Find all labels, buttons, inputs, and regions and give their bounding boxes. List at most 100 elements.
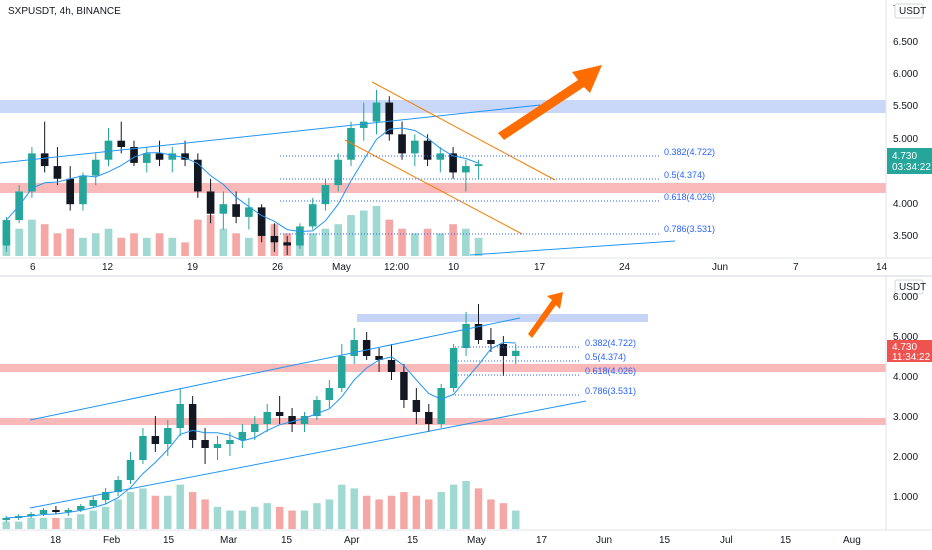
candle-body bbox=[219, 204, 228, 214]
y-tick-bottom-5000: 5.000 bbox=[893, 332, 918, 343]
currency-badge-top[interactable] bbox=[894, 3, 924, 19]
chart-title: SXPUSDT, 4h, BINANCE bbox=[8, 6, 121, 17]
candle-body bbox=[334, 159, 343, 186]
x-tick-bottom-6: 15 bbox=[407, 535, 419, 546]
volume-bar bbox=[219, 228, 228, 256]
volume-bar bbox=[226, 510, 234, 529]
volume-bar bbox=[400, 492, 408, 529]
y-tick-top-5500: 5.500 bbox=[893, 101, 918, 112]
volume-bar bbox=[39, 517, 48, 529]
candle-body bbox=[39, 510, 48, 514]
top-pane[interactable]: SXPUSDT, 4h, BINANCE 0.382(4.722) 0.5(4.… bbox=[0, 0, 932, 273]
candle-body bbox=[437, 388, 445, 424]
candle-body bbox=[283, 242, 291, 246]
x-tick-top-2: 19 bbox=[187, 262, 199, 273]
volume-bar bbox=[347, 215, 355, 256]
candle-body bbox=[91, 159, 100, 176]
volume-bar bbox=[474, 488, 483, 529]
volume-bars-bottom bbox=[2, 481, 520, 529]
x-tick-top-4: May bbox=[332, 262, 351, 273]
candle-body bbox=[325, 388, 334, 400]
lower-trendline-top bbox=[469, 240, 676, 256]
x-tick-bottom-11: Jul bbox=[720, 535, 733, 546]
volume-bar bbox=[238, 510, 247, 529]
candle-body bbox=[40, 153, 49, 167]
volume-bar bbox=[462, 228, 470, 256]
y-tick-bottom-1000: 1.000 bbox=[893, 492, 918, 503]
volume-bars-top bbox=[2, 206, 483, 256]
time-axis-bottom[interactable]: 18 Feb 15 Mar 15 Apr 15 May 17 Jun 15 Ju… bbox=[0, 529, 932, 546]
fib-label-0618-bottom: 0.618(4.026) bbox=[585, 366, 636, 376]
volume-bar bbox=[437, 492, 445, 529]
volume-bar bbox=[359, 210, 368, 256]
volume-bar bbox=[151, 495, 160, 529]
volume-bar bbox=[257, 228, 266, 256]
volume-bar bbox=[436, 233, 445, 256]
volume-bar bbox=[425, 499, 433, 529]
volume-bar bbox=[77, 514, 85, 529]
candle-body bbox=[213, 444, 222, 448]
x-tick-bottom-2: 15 bbox=[163, 535, 175, 546]
bottom-pane[interactable]: 0.382(4.722) 0.5(4.374) 0.618(4.026) 0.7… bbox=[0, 276, 932, 546]
candle-body bbox=[2, 220, 11, 246]
volume-bar bbox=[398, 228, 406, 256]
candles-top bbox=[2, 89, 483, 255]
candle-body bbox=[181, 153, 189, 160]
volume-bar bbox=[66, 228, 75, 256]
candle-body bbox=[372, 102, 381, 122]
candle-body bbox=[257, 207, 266, 236]
price-axis-top[interactable]: 7 USDT 6.500 6.000 5.500 5.000 4.000 3.5… bbox=[885, 0, 932, 258]
volume-bar bbox=[350, 488, 358, 529]
volume-bar bbox=[188, 492, 197, 529]
candle-body bbox=[126, 460, 135, 480]
fib-label-0786-top: 0.786(3.531) bbox=[664, 224, 715, 234]
support-zone-bottom-1 bbox=[0, 364, 886, 372]
currency-badge-bottom[interactable] bbox=[894, 279, 924, 295]
resistance-zone-top bbox=[0, 100, 886, 113]
volume-bar bbox=[40, 224, 49, 256]
candle-body bbox=[487, 340, 495, 344]
x-tick-top-7: 17 bbox=[534, 262, 546, 273]
candle-body bbox=[27, 514, 35, 516]
candle-body bbox=[425, 412, 433, 424]
volume-bar bbox=[308, 233, 317, 256]
candle-body bbox=[2, 518, 10, 520]
candle-body bbox=[462, 166, 470, 173]
candle-body bbox=[168, 153, 177, 160]
last-price-badge-top bbox=[887, 148, 932, 174]
countdown-bottom: 11:34:22 bbox=[892, 352, 931, 363]
upper-trendline-bottom bbox=[29, 317, 521, 421]
x-tick-bottom-7: May bbox=[467, 535, 486, 546]
price-axis-bottom[interactable]: USDT 6.000 5.000 4.000 3.000 2.000 1.000… bbox=[885, 276, 932, 530]
volume-bar bbox=[387, 495, 396, 529]
volume-bar bbox=[14, 521, 23, 529]
volume-bar bbox=[15, 228, 23, 256]
x-tick-bottom-9: Jun bbox=[596, 535, 612, 546]
candle-body bbox=[423, 140, 432, 160]
candle-body bbox=[347, 127, 355, 160]
volume-bar bbox=[28, 219, 36, 256]
volume-bar bbox=[512, 510, 520, 529]
candle-body bbox=[400, 372, 408, 400]
volume-bar bbox=[139, 488, 147, 529]
candle-body bbox=[245, 207, 253, 217]
candle-body bbox=[89, 500, 97, 506]
candle-body bbox=[176, 404, 184, 428]
candle-body bbox=[117, 140, 126, 148]
last-price-badge-bottom bbox=[887, 340, 932, 362]
candle-body bbox=[313, 400, 321, 416]
candle-body bbox=[288, 416, 296, 424]
time-axis-top[interactable]: 6 12 19 26 May 12:00 10 17 24 Jun 7 14 bbox=[0, 257, 932, 273]
volume-bar bbox=[194, 219, 202, 256]
volume-bar bbox=[89, 510, 97, 529]
y-tick-bottom-4000: 4.000 bbox=[893, 372, 918, 383]
candle-body bbox=[263, 412, 271, 424]
volume-bar bbox=[155, 233, 164, 256]
volume-bar bbox=[362, 495, 371, 529]
volume-bar bbox=[487, 499, 495, 529]
volume-bar bbox=[412, 495, 421, 529]
candle-body bbox=[398, 134, 406, 154]
volume-bar bbox=[375, 499, 383, 529]
resistance-zone-bottom bbox=[357, 314, 648, 322]
